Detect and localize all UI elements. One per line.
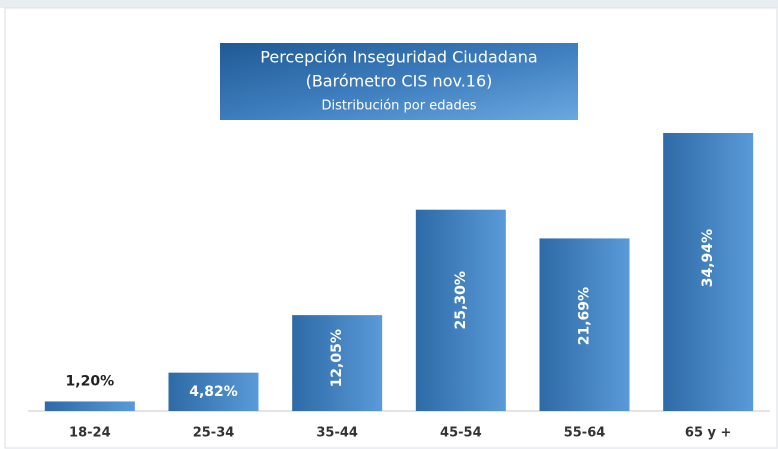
value-label: 21,69% [577,287,593,345]
x-tick-label: 35-44 [316,426,358,441]
x-tick-label: 18-24 [69,426,111,441]
x-tick-label: 25-34 [193,426,235,441]
top-strip [0,0,778,8]
chart-caption: Distribución por edades [322,99,477,114]
bar [292,315,383,411]
bar [44,401,135,411]
value-label: 12,05% [329,329,345,387]
bar [415,209,506,411]
title-box [220,43,578,120]
x-tick-label: 65 y + [685,426,732,441]
value-label: 25,30% [453,271,469,329]
x-tick-label: 45-54 [440,426,482,441]
bar [539,238,630,411]
value-label: 4,82% [189,384,238,400]
x-tick-label: 55-64 [564,426,606,441]
bar [663,133,754,411]
bar [168,372,259,411]
chart-subtitle: (Barómetro CIS nov.16) [306,72,493,91]
value-label: 1,20% [66,373,115,389]
chart-title: Percepción Inseguridad Ciudadana [260,48,537,67]
value-label: 34,94% [700,229,716,287]
